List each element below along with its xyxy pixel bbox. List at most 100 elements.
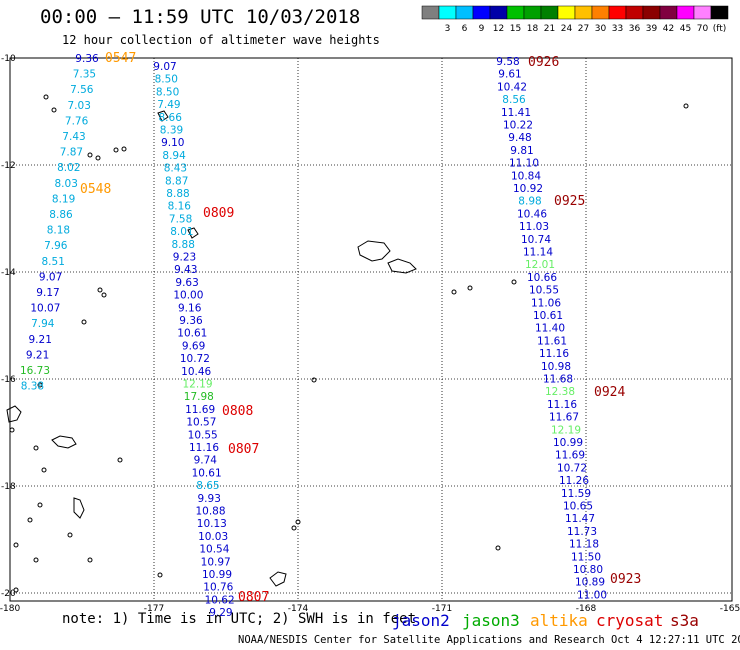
islet bbox=[51, 107, 57, 113]
lat-label: -20 bbox=[1, 589, 16, 599]
color-scale-label: 24 bbox=[561, 24, 573, 34]
wave-height-value: 12.38 bbox=[545, 386, 575, 398]
wave-height-value: 11.10 bbox=[509, 158, 539, 170]
color-scale-label: 70 bbox=[697, 24, 709, 34]
wave-height-value: 9.61 bbox=[498, 69, 521, 81]
pass-time-label: 0923 bbox=[610, 572, 641, 587]
units-note: note: 1) Time is in UTC; 2) SWH is in fe… bbox=[62, 611, 417, 627]
wave-height-value: 10.65 bbox=[563, 501, 593, 513]
color-scale-label: 21 bbox=[544, 24, 555, 34]
wave-height-value: 10.22 bbox=[503, 120, 533, 132]
wave-height-value: 9.21 bbox=[29, 334, 52, 346]
islet bbox=[87, 557, 93, 563]
color-scale-label: 18 bbox=[527, 24, 539, 34]
wave-height-value: 10.07 bbox=[30, 303, 60, 315]
wave-height-value: 9.36 bbox=[179, 315, 203, 327]
wave-height-value: 8.88 bbox=[166, 188, 189, 200]
wave-height-value: 9.63 bbox=[175, 277, 198, 289]
wave-height-value: 11.68 bbox=[543, 374, 573, 386]
wave-height-value: 8.01 bbox=[170, 226, 193, 238]
wave-height-value: 7.94 bbox=[31, 318, 55, 330]
wave-height-value: 9.69 bbox=[182, 340, 205, 352]
wave-height-value: 10.46 bbox=[181, 366, 211, 378]
wave-height-value: 8.19 bbox=[52, 193, 75, 205]
wave-height-value: 10.55 bbox=[529, 285, 559, 297]
wave-height-value: 11.69 bbox=[555, 450, 585, 462]
color-scale-label: 12 bbox=[493, 24, 504, 34]
wave-height-value: 11.50 bbox=[571, 551, 601, 563]
wave-height-value: 8.51 bbox=[42, 256, 65, 268]
islet bbox=[157, 572, 163, 578]
wave-height-value: 8.03 bbox=[55, 178, 78, 190]
map-subtitle: 12 hour collection of altimeter wave hei… bbox=[62, 33, 380, 47]
lat-label: -14 bbox=[1, 268, 16, 278]
pass-time-label: 0925 bbox=[554, 194, 585, 209]
wave-height-value: 9.10 bbox=[161, 137, 184, 149]
wave-height-value: 11.73 bbox=[567, 526, 597, 538]
wave-height-value: 10.61 bbox=[533, 310, 563, 322]
wave-height-value: 8.18 bbox=[47, 225, 70, 237]
island-outline bbox=[51, 435, 77, 449]
wave-height-value: 10.00 bbox=[173, 290, 203, 302]
pass-time-label: 0807 bbox=[228, 442, 259, 457]
wave-height-value: 16.73 bbox=[20, 365, 50, 377]
wave-height-value: 10.13 bbox=[197, 518, 227, 530]
wave-height-value: 9.07 bbox=[39, 271, 62, 283]
color-swatch bbox=[710, 5, 729, 20]
wave-height-value: 9.93 bbox=[198, 493, 221, 505]
wave-height-value: 10.03 bbox=[198, 531, 228, 543]
wave-height-value: 11.16 bbox=[547, 399, 577, 411]
wave-height-value: 8.38 bbox=[21, 381, 44, 393]
island-outline bbox=[187, 227, 199, 239]
islet bbox=[95, 155, 101, 161]
wave-height-value: 9.43 bbox=[174, 264, 197, 276]
color-scale-label: 36 bbox=[629, 24, 641, 34]
wave-height-value: 7.49 bbox=[157, 99, 180, 111]
islet bbox=[291, 525, 297, 531]
pass-time-label: 0807 bbox=[238, 590, 269, 605]
color-scale-label: 6 bbox=[462, 24, 468, 34]
islet bbox=[101, 292, 107, 298]
wave-height-value: 7.87 bbox=[60, 147, 83, 159]
wave-height-value: 9.74 bbox=[194, 455, 218, 467]
map-title: 00:00 – 11:59 UTC 10/03/2018 bbox=[40, 6, 361, 28]
wave-height-value: 12.19 bbox=[182, 379, 212, 391]
wave-height-value: 9.29 bbox=[209, 607, 232, 619]
color-scale-label: 9 bbox=[479, 24, 485, 34]
legend-cryosat: cryosat bbox=[596, 611, 664, 630]
wave-height-value: 10.84 bbox=[511, 170, 541, 182]
islet bbox=[33, 557, 39, 563]
island-outline bbox=[73, 497, 85, 519]
wave-height-value: 8.88 bbox=[172, 239, 195, 251]
wave-height-value: 7.76 bbox=[65, 115, 89, 127]
wave-height-value: 9.58 bbox=[496, 56, 519, 68]
islet bbox=[295, 519, 301, 525]
pass-time-label: 0926 bbox=[528, 55, 559, 70]
wave-height-value: 10.88 bbox=[195, 506, 225, 518]
islet bbox=[37, 382, 43, 388]
wave-height-value: 12.19 bbox=[551, 424, 581, 436]
wave-height-value: 11.03 bbox=[519, 221, 549, 233]
wave-height-value: 11.14 bbox=[523, 247, 553, 259]
islet bbox=[495, 545, 501, 551]
wave-height-value: 7.35 bbox=[73, 69, 96, 81]
pass-time-label: 0924 bbox=[594, 385, 625, 400]
wave-height-value: 11.61 bbox=[537, 335, 567, 347]
lat-label: -12 bbox=[1, 161, 16, 171]
wave-height-value: 9.81 bbox=[510, 145, 533, 157]
wave-height-value: 11.26 bbox=[559, 475, 589, 487]
wave-height-value: 8.50 bbox=[156, 86, 179, 98]
color-scale-label: 27 bbox=[578, 24, 589, 34]
color-scale-label: 45 bbox=[680, 24, 691, 34]
lat-label: -16 bbox=[1, 375, 16, 385]
islet bbox=[27, 517, 33, 523]
map-frame bbox=[9, 57, 733, 602]
wave-height-value: 9.07 bbox=[153, 61, 176, 73]
wave-height-value: 11.41 bbox=[501, 107, 531, 119]
islet bbox=[467, 285, 473, 291]
wave-height-value: 8.66 bbox=[159, 112, 183, 124]
island-outline bbox=[157, 110, 169, 122]
lat-label: -18 bbox=[1, 482, 16, 492]
islet bbox=[113, 147, 119, 153]
wave-height-value: 11.59 bbox=[561, 488, 591, 500]
